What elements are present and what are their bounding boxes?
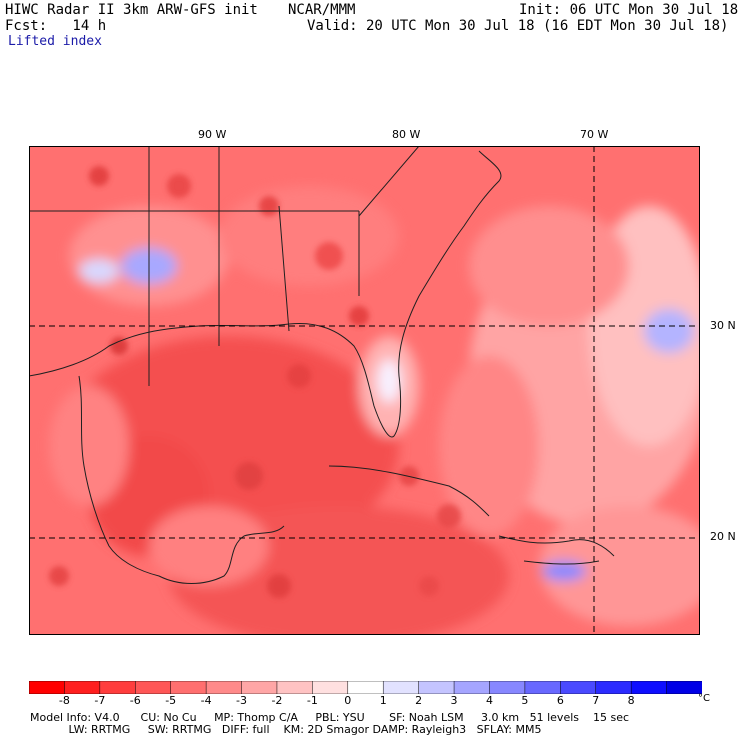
colorbar-swatch <box>170 681 207 694</box>
colorbar-swatch <box>453 681 491 694</box>
colorbar-swatch <box>630 681 668 694</box>
map-frame <box>29 146 700 635</box>
colorbar-swatch <box>276 681 314 694</box>
colorbar-tick-label: -2 <box>271 694 283 707</box>
colorbar-swatch <box>489 681 526 694</box>
lon-label-90w: 90 W <box>198 128 227 141</box>
colorbar-tick-label: -8 <box>58 694 70 707</box>
colorbar-tick-label: 6 <box>556 694 564 707</box>
colorbar-tick-label: -6 <box>129 694 141 707</box>
lon-label-70w: 70 W <box>580 128 609 141</box>
colorbar-swatch <box>382 681 420 694</box>
valid-time: Valid: 20 UTC Mon 30 Jul 18 (16 EDT Mon … <box>307 18 729 34</box>
colorbar-tick-label: 1 <box>379 694 387 707</box>
coastlines <box>29 146 615 584</box>
colorbar-swatch <box>666 681 702 694</box>
colorbar-swatch <box>418 681 455 694</box>
latlon-grid <box>29 146 700 635</box>
lat-label-20n: 20 N <box>710 530 736 543</box>
colorbar-swatch <box>312 681 349 694</box>
model-info-line2: LW: RRTMG SW: RRTMG DIFF: full KM: 2D Sm… <box>30 723 542 736</box>
colorbar-swatch <box>595 681 632 694</box>
colorbar-swatch <box>29 681 66 694</box>
lon-label-80w: 80 W <box>392 128 421 141</box>
colorbar-tick-label: 4 <box>485 694 493 707</box>
colorbar-tick-label: -7 <box>94 694 106 707</box>
org-label: NCAR/MMM <box>288 2 356 18</box>
colorbar-swatch <box>99 681 137 694</box>
colorbar-swatch <box>347 681 384 694</box>
colorbar-tick-label: 3 <box>450 694 458 707</box>
colorbar-swatch <box>135 681 172 694</box>
colorbar-swatch <box>64 681 101 694</box>
colorbar-tick-label: 8 <box>627 694 635 707</box>
colorbar-swatch <box>205 681 243 694</box>
model-title: HIWC Radar II 3km ARW-GFS init <box>5 2 258 18</box>
colorbar <box>29 681 702 694</box>
colorbar-tick-label: -1 <box>306 694 318 707</box>
lifted-index-map <box>29 146 700 635</box>
colorbar-swatch <box>524 681 562 694</box>
colorbar-tick-label: 0 <box>344 694 352 707</box>
init-time: Init: 06 UTC Mon 30 Jul 18 <box>519 2 739 18</box>
colorbar-tick-label: 5 <box>521 694 529 707</box>
colorbar-tick-label: -5 <box>165 694 177 707</box>
colorbar-tick-label: -4 <box>200 694 212 707</box>
colorbar-unit: °C <box>698 693 710 704</box>
colorbar-tick-label: -3 <box>236 694 247 707</box>
colorbar-tick-label: 7 <box>592 694 600 707</box>
colorbar-swatch <box>241 681 278 694</box>
model-info-line1: Model Info: V4.0 CU: No Cu MP: Thomp C/A… <box>30 711 630 724</box>
colorbar-swatch <box>560 681 597 694</box>
colorbar-tick-label: 2 <box>415 694 423 707</box>
lat-label-30n: 30 N <box>710 319 736 332</box>
field-name: Lifted index <box>8 34 102 49</box>
forecast-hour: Fcst: 14 h <box>5 18 107 34</box>
